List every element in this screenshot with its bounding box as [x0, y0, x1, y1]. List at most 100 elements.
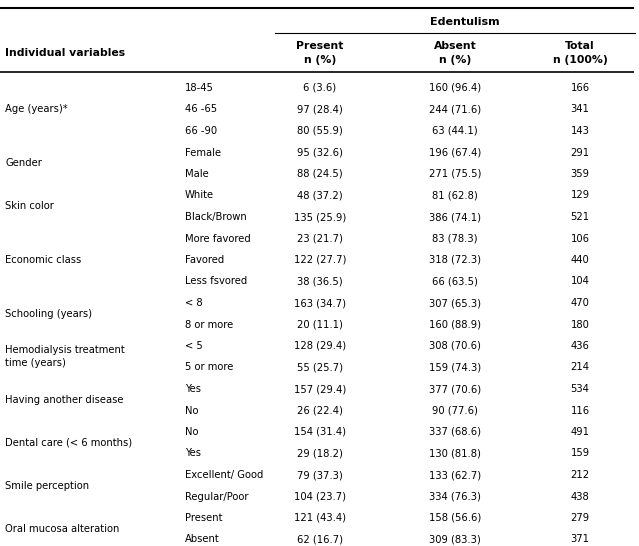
Text: Hemodialysis treatment: Hemodialysis treatment	[5, 345, 125, 355]
Text: 80 (55.9): 80 (55.9)	[297, 126, 343, 136]
Text: Female: Female	[185, 147, 221, 157]
Text: 386 (74.1): 386 (74.1)	[429, 212, 481, 222]
Text: 521: 521	[571, 212, 590, 222]
Text: Age (years)*: Age (years)*	[5, 104, 68, 115]
Text: 90 (77.6): 90 (77.6)	[432, 406, 478, 416]
Text: 63 (44.1): 63 (44.1)	[432, 126, 478, 136]
Text: Favored: Favored	[185, 255, 224, 265]
Text: < 8: < 8	[185, 298, 203, 308]
Text: 5 or more: 5 or more	[185, 363, 233, 372]
Text: Economic class: Economic class	[5, 255, 81, 265]
Text: Having another disease: Having another disease	[5, 395, 123, 405]
Text: 26 (22.4): 26 (22.4)	[297, 406, 343, 416]
Text: Black/Brown: Black/Brown	[185, 212, 247, 222]
Text: 106: 106	[571, 234, 590, 244]
Text: 341: 341	[571, 104, 589, 115]
Text: 196 (67.4): 196 (67.4)	[429, 147, 481, 157]
Text: 83 (78.3): 83 (78.3)	[432, 234, 478, 244]
Text: 29 (18.2): 29 (18.2)	[297, 448, 343, 459]
Text: 97 (28.4): 97 (28.4)	[297, 104, 343, 115]
Text: 66 (63.5): 66 (63.5)	[432, 276, 478, 287]
Text: 129: 129	[571, 191, 590, 200]
Text: 121 (43.4): 121 (43.4)	[294, 513, 346, 523]
Text: Absent: Absent	[185, 535, 220, 544]
Text: Gender: Gender	[5, 158, 42, 168]
Text: 157 (29.4): 157 (29.4)	[294, 384, 346, 394]
Text: 244 (71.6): 244 (71.6)	[429, 104, 481, 115]
Text: 318 (72.3): 318 (72.3)	[429, 255, 481, 265]
Text: < 5: < 5	[185, 341, 203, 351]
Text: Present: Present	[185, 513, 222, 523]
Text: 307 (65.3): 307 (65.3)	[429, 298, 481, 308]
Text: 55 (25.7): 55 (25.7)	[297, 363, 343, 372]
Text: 20 (11.1): 20 (11.1)	[297, 319, 343, 329]
Text: 166: 166	[571, 83, 590, 93]
Text: White: White	[185, 191, 214, 200]
Text: 130 (81.8): 130 (81.8)	[429, 448, 481, 459]
Text: 436: 436	[571, 341, 589, 351]
Text: 440: 440	[571, 255, 589, 265]
Text: 135 (25.9): 135 (25.9)	[294, 212, 346, 222]
Text: 154 (31.4): 154 (31.4)	[294, 427, 346, 437]
Text: Excellent/ Good: Excellent/ Good	[185, 470, 263, 480]
Text: 81 (62.8): 81 (62.8)	[432, 191, 478, 200]
Text: Individual variables: Individual variables	[5, 48, 125, 58]
Text: 38 (36.5): 38 (36.5)	[297, 276, 343, 287]
Text: 334 (76.3): 334 (76.3)	[429, 491, 481, 501]
Text: No: No	[185, 427, 199, 437]
Text: No: No	[185, 406, 199, 416]
Text: 88 (24.5): 88 (24.5)	[297, 169, 343, 179]
Text: 337 (68.6): 337 (68.6)	[429, 427, 481, 437]
Text: 212: 212	[571, 470, 590, 480]
Text: More favored: More favored	[185, 234, 250, 244]
Text: 66 -90: 66 -90	[185, 126, 217, 136]
Text: 163 (34.7): 163 (34.7)	[294, 298, 346, 308]
Text: 18-45: 18-45	[185, 83, 214, 93]
Text: 104: 104	[571, 276, 589, 287]
Text: 116: 116	[571, 406, 590, 416]
Text: 309 (83.3): 309 (83.3)	[429, 535, 481, 544]
Text: n (%): n (%)	[304, 55, 336, 65]
Text: 159: 159	[571, 448, 590, 459]
Text: 279: 279	[571, 513, 590, 523]
Text: 8 or more: 8 or more	[185, 319, 233, 329]
Text: 143: 143	[571, 126, 589, 136]
Text: Skin color: Skin color	[5, 201, 54, 211]
Text: Oral mucosa alteration: Oral mucosa alteration	[5, 524, 119, 534]
Text: Absent: Absent	[434, 41, 477, 51]
Text: 470: 470	[571, 298, 589, 308]
Text: 214: 214	[571, 363, 590, 372]
Text: 371: 371	[571, 535, 590, 544]
Text: 160 (88.9): 160 (88.9)	[429, 319, 481, 329]
Text: 160 (96.4): 160 (96.4)	[429, 83, 481, 93]
Text: 159 (74.3): 159 (74.3)	[429, 363, 481, 372]
Text: Edentulism: Edentulism	[430, 17, 500, 27]
Text: 23 (21.7): 23 (21.7)	[297, 234, 343, 244]
Text: 438: 438	[571, 491, 589, 501]
Text: Smile perception: Smile perception	[5, 480, 89, 491]
Text: 491: 491	[571, 427, 590, 437]
Text: n (%): n (%)	[439, 55, 471, 65]
Text: 180: 180	[571, 319, 589, 329]
Text: Total: Total	[565, 41, 595, 51]
Text: 62 (16.7): 62 (16.7)	[297, 535, 343, 544]
Text: n (100%): n (100%)	[553, 55, 608, 65]
Text: Present: Present	[296, 41, 344, 51]
Text: 79 (37.3): 79 (37.3)	[297, 470, 343, 480]
Text: Yes: Yes	[185, 384, 201, 394]
Text: Dental care (< 6 months): Dental care (< 6 months)	[5, 438, 132, 448]
Text: time (years): time (years)	[5, 358, 66, 368]
Text: 128 (29.4): 128 (29.4)	[294, 341, 346, 351]
Text: 95 (32.6): 95 (32.6)	[297, 147, 343, 157]
Text: 359: 359	[571, 169, 590, 179]
Text: 133 (62.7): 133 (62.7)	[429, 470, 481, 480]
Text: 6 (3.6): 6 (3.6)	[304, 83, 337, 93]
Text: 104 (23.7): 104 (23.7)	[294, 491, 346, 501]
Text: Less fsvored: Less fsvored	[185, 276, 247, 287]
Text: Male: Male	[185, 169, 209, 179]
Text: 291: 291	[571, 147, 590, 157]
Text: 534: 534	[571, 384, 589, 394]
Text: 271 (75.5): 271 (75.5)	[429, 169, 481, 179]
Text: 158 (56.6): 158 (56.6)	[429, 513, 481, 523]
Text: 48 (37.2): 48 (37.2)	[297, 191, 343, 200]
